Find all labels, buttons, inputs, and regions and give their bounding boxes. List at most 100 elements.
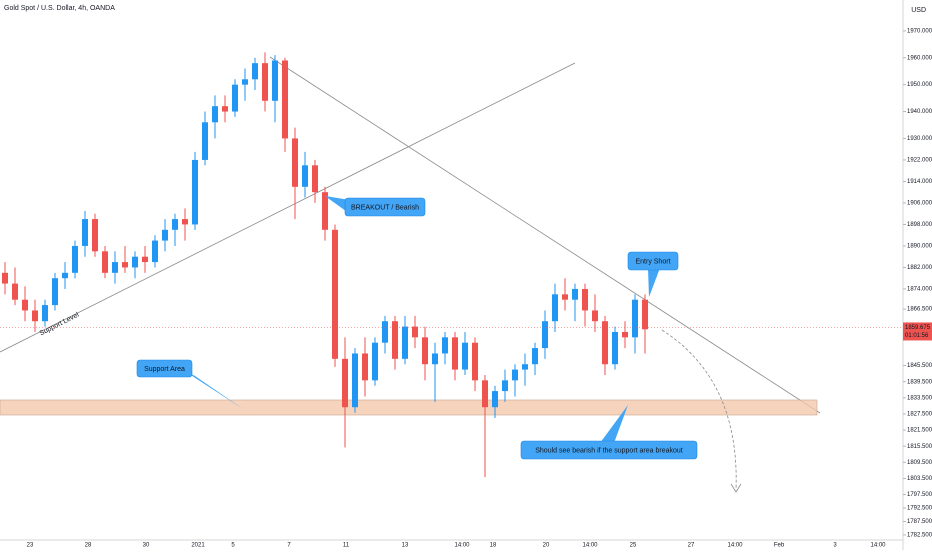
candle-body [222, 106, 228, 112]
candle-body [252, 63, 258, 80]
candle-body [92, 219, 98, 252]
annotation: Entry Short [635, 258, 670, 265]
x-tick-label: 20 [543, 543, 550, 549]
annotation: BREAKOUT / Bearish [351, 204, 419, 211]
y-tick-label: 1970.000 [907, 28, 932, 34]
candle-body [262, 63, 268, 101]
candle-body [472, 342, 478, 381]
callout-box [344, 197, 426, 217]
y-tick-label: 1960.000 [907, 55, 932, 61]
candle-body [372, 342, 378, 381]
candle-body [532, 348, 538, 365]
x-tick-label: 14:00 [454, 543, 470, 549]
x-tick-label: 14:00 [582, 543, 598, 549]
x-tick-label: 23 [27, 543, 34, 549]
callout-box [136, 359, 193, 378]
candle-body [162, 229, 168, 241]
candle-body [172, 219, 178, 230]
candle-body [52, 278, 58, 306]
x-tick-label: 18 [490, 543, 497, 549]
candle-body [112, 262, 118, 273]
chart-title: Gold Spot / U.S. Dollar, 4h, OANDA [4, 5, 115, 12]
candle-body [102, 251, 108, 273]
candle-body [602, 321, 608, 365]
projection-arrowhead [730, 483, 742, 493]
y-tick-label: 1797.500 [907, 492, 932, 498]
candle-body [562, 294, 568, 300]
y-tick-label: 1940.000 [907, 109, 932, 115]
projection-arrow [661, 329, 737, 491]
candle-body [582, 288, 588, 311]
callout-pointer [325, 196, 350, 214]
last-price-badge [903, 322, 932, 341]
y-tick-label: 1914.000 [907, 179, 932, 185]
candle-body [202, 122, 208, 160]
candles [2, 52, 648, 478]
y-tick-label: 1906.000 [907, 201, 932, 207]
x-tick-label: 2021 [191, 543, 205, 549]
candle-body [502, 380, 508, 392]
candle-body [572, 288, 578, 300]
candle-body [422, 337, 428, 365]
candle-body [332, 229, 338, 359]
candle-body [292, 138, 298, 187]
resistance-trendline [269, 56, 821, 414]
y-tick-label: 1890.000 [907, 244, 932, 250]
x-tick-label: 25 [630, 543, 637, 549]
candle-body [272, 60, 278, 101]
candle-body [402, 326, 408, 359]
candle-body [82, 219, 88, 246]
candle-body [552, 294, 558, 322]
candle-body [362, 353, 368, 381]
y-tick-label: 1815.500 [907, 444, 932, 450]
annotation: Should see bearish if the support area b… [535, 447, 683, 454]
candle-body [32, 310, 38, 322]
candle-body [322, 192, 328, 230]
y-tick-label: 1792.500 [907, 506, 932, 512]
annotation: Support Area [144, 366, 185, 373]
candle-body [412, 326, 418, 338]
x-tick-label: Feb [774, 543, 785, 549]
callout-pointer [648, 268, 660, 297]
y-tick-label: 1882.000 [907, 265, 932, 271]
candle-body [22, 299, 28, 311]
y-tick-label: 1821.500 [907, 428, 932, 434]
candle-body [282, 60, 288, 139]
countdown-label: 01:01:56 [905, 333, 929, 339]
y-tick-label: 1898.000 [907, 222, 932, 228]
candle-body [12, 283, 18, 300]
candle-body [132, 256, 138, 268]
x-tick-label: 14:00 [870, 543, 886, 549]
candle-body [462, 342, 468, 370]
last-price-label: 1859.675 [905, 325, 931, 331]
x-tick-label: 3 [833, 543, 837, 549]
y-tick-label: 1845.500 [907, 363, 932, 369]
candle-body [512, 369, 518, 381]
candle-body [152, 240, 158, 263]
candle-body [312, 165, 318, 193]
candle-body [182, 219, 188, 225]
candle-body [392, 321, 398, 359]
plot-background [0, 0, 903, 540]
candle-body [42, 305, 48, 322]
candle-body [352, 353, 358, 408]
candle-body [122, 262, 128, 268]
candle-body [342, 358, 348, 408]
y-tick-label: 1803.500 [907, 476, 932, 482]
candle-body [482, 380, 488, 408]
candle-body [212, 106, 218, 123]
callout-pointer [180, 368, 243, 409]
candle-body [242, 79, 248, 85]
candle-body [592, 310, 598, 322]
x-tick-label: 13 [402, 543, 409, 549]
candle-body [232, 84, 238, 112]
candle-body [302, 165, 308, 187]
x-tick-label: 30 [143, 543, 150, 549]
callout-box [627, 251, 679, 271]
support-trendline [0, 62, 576, 353]
candle-body [612, 331, 618, 365]
y-tick-label: 1950.000 [907, 82, 932, 88]
y-tick-label: 1866.500 [907, 307, 932, 313]
candle-body [192, 159, 198, 225]
